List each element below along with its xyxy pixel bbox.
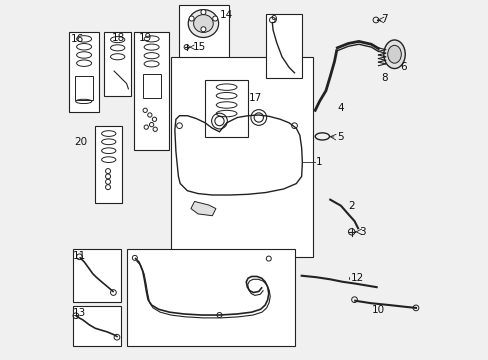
Bar xyxy=(75,76,93,100)
Ellipse shape xyxy=(387,45,401,63)
Bar xyxy=(73,249,121,302)
Text: 5: 5 xyxy=(337,132,343,142)
Circle shape xyxy=(189,16,194,21)
Bar xyxy=(126,249,294,346)
Text: 2: 2 xyxy=(347,201,354,211)
Circle shape xyxy=(201,27,205,32)
Bar xyxy=(142,73,160,98)
Text: 17: 17 xyxy=(248,93,262,103)
Bar xyxy=(134,32,169,150)
Text: 20: 20 xyxy=(74,137,87,147)
Ellipse shape xyxy=(188,10,218,37)
Text: 11: 11 xyxy=(73,251,86,261)
Bar xyxy=(179,5,229,58)
Bar xyxy=(205,80,247,137)
Text: 6: 6 xyxy=(399,63,406,72)
Text: 8: 8 xyxy=(380,73,387,83)
Polygon shape xyxy=(190,202,216,216)
Text: 7: 7 xyxy=(380,14,387,23)
Bar xyxy=(95,126,122,203)
Text: 19: 19 xyxy=(139,33,152,43)
Circle shape xyxy=(212,16,217,21)
Bar xyxy=(69,32,99,112)
Text: 3: 3 xyxy=(358,227,365,237)
Ellipse shape xyxy=(383,40,405,68)
Circle shape xyxy=(201,10,205,15)
Text: 12: 12 xyxy=(350,273,364,283)
Bar xyxy=(104,32,131,96)
Bar xyxy=(73,306,121,346)
Bar xyxy=(170,57,313,257)
Text: 10: 10 xyxy=(370,305,384,315)
Text: 15: 15 xyxy=(189,42,205,52)
Text: 1: 1 xyxy=(315,157,322,167)
Text: 16: 16 xyxy=(70,34,83,44)
Text: 14: 14 xyxy=(219,10,232,20)
Text: 18: 18 xyxy=(111,33,124,43)
Ellipse shape xyxy=(193,15,213,32)
Text: 4: 4 xyxy=(337,103,343,113)
Bar xyxy=(265,14,301,78)
Text: 13: 13 xyxy=(73,308,86,318)
Text: 9: 9 xyxy=(270,15,276,25)
